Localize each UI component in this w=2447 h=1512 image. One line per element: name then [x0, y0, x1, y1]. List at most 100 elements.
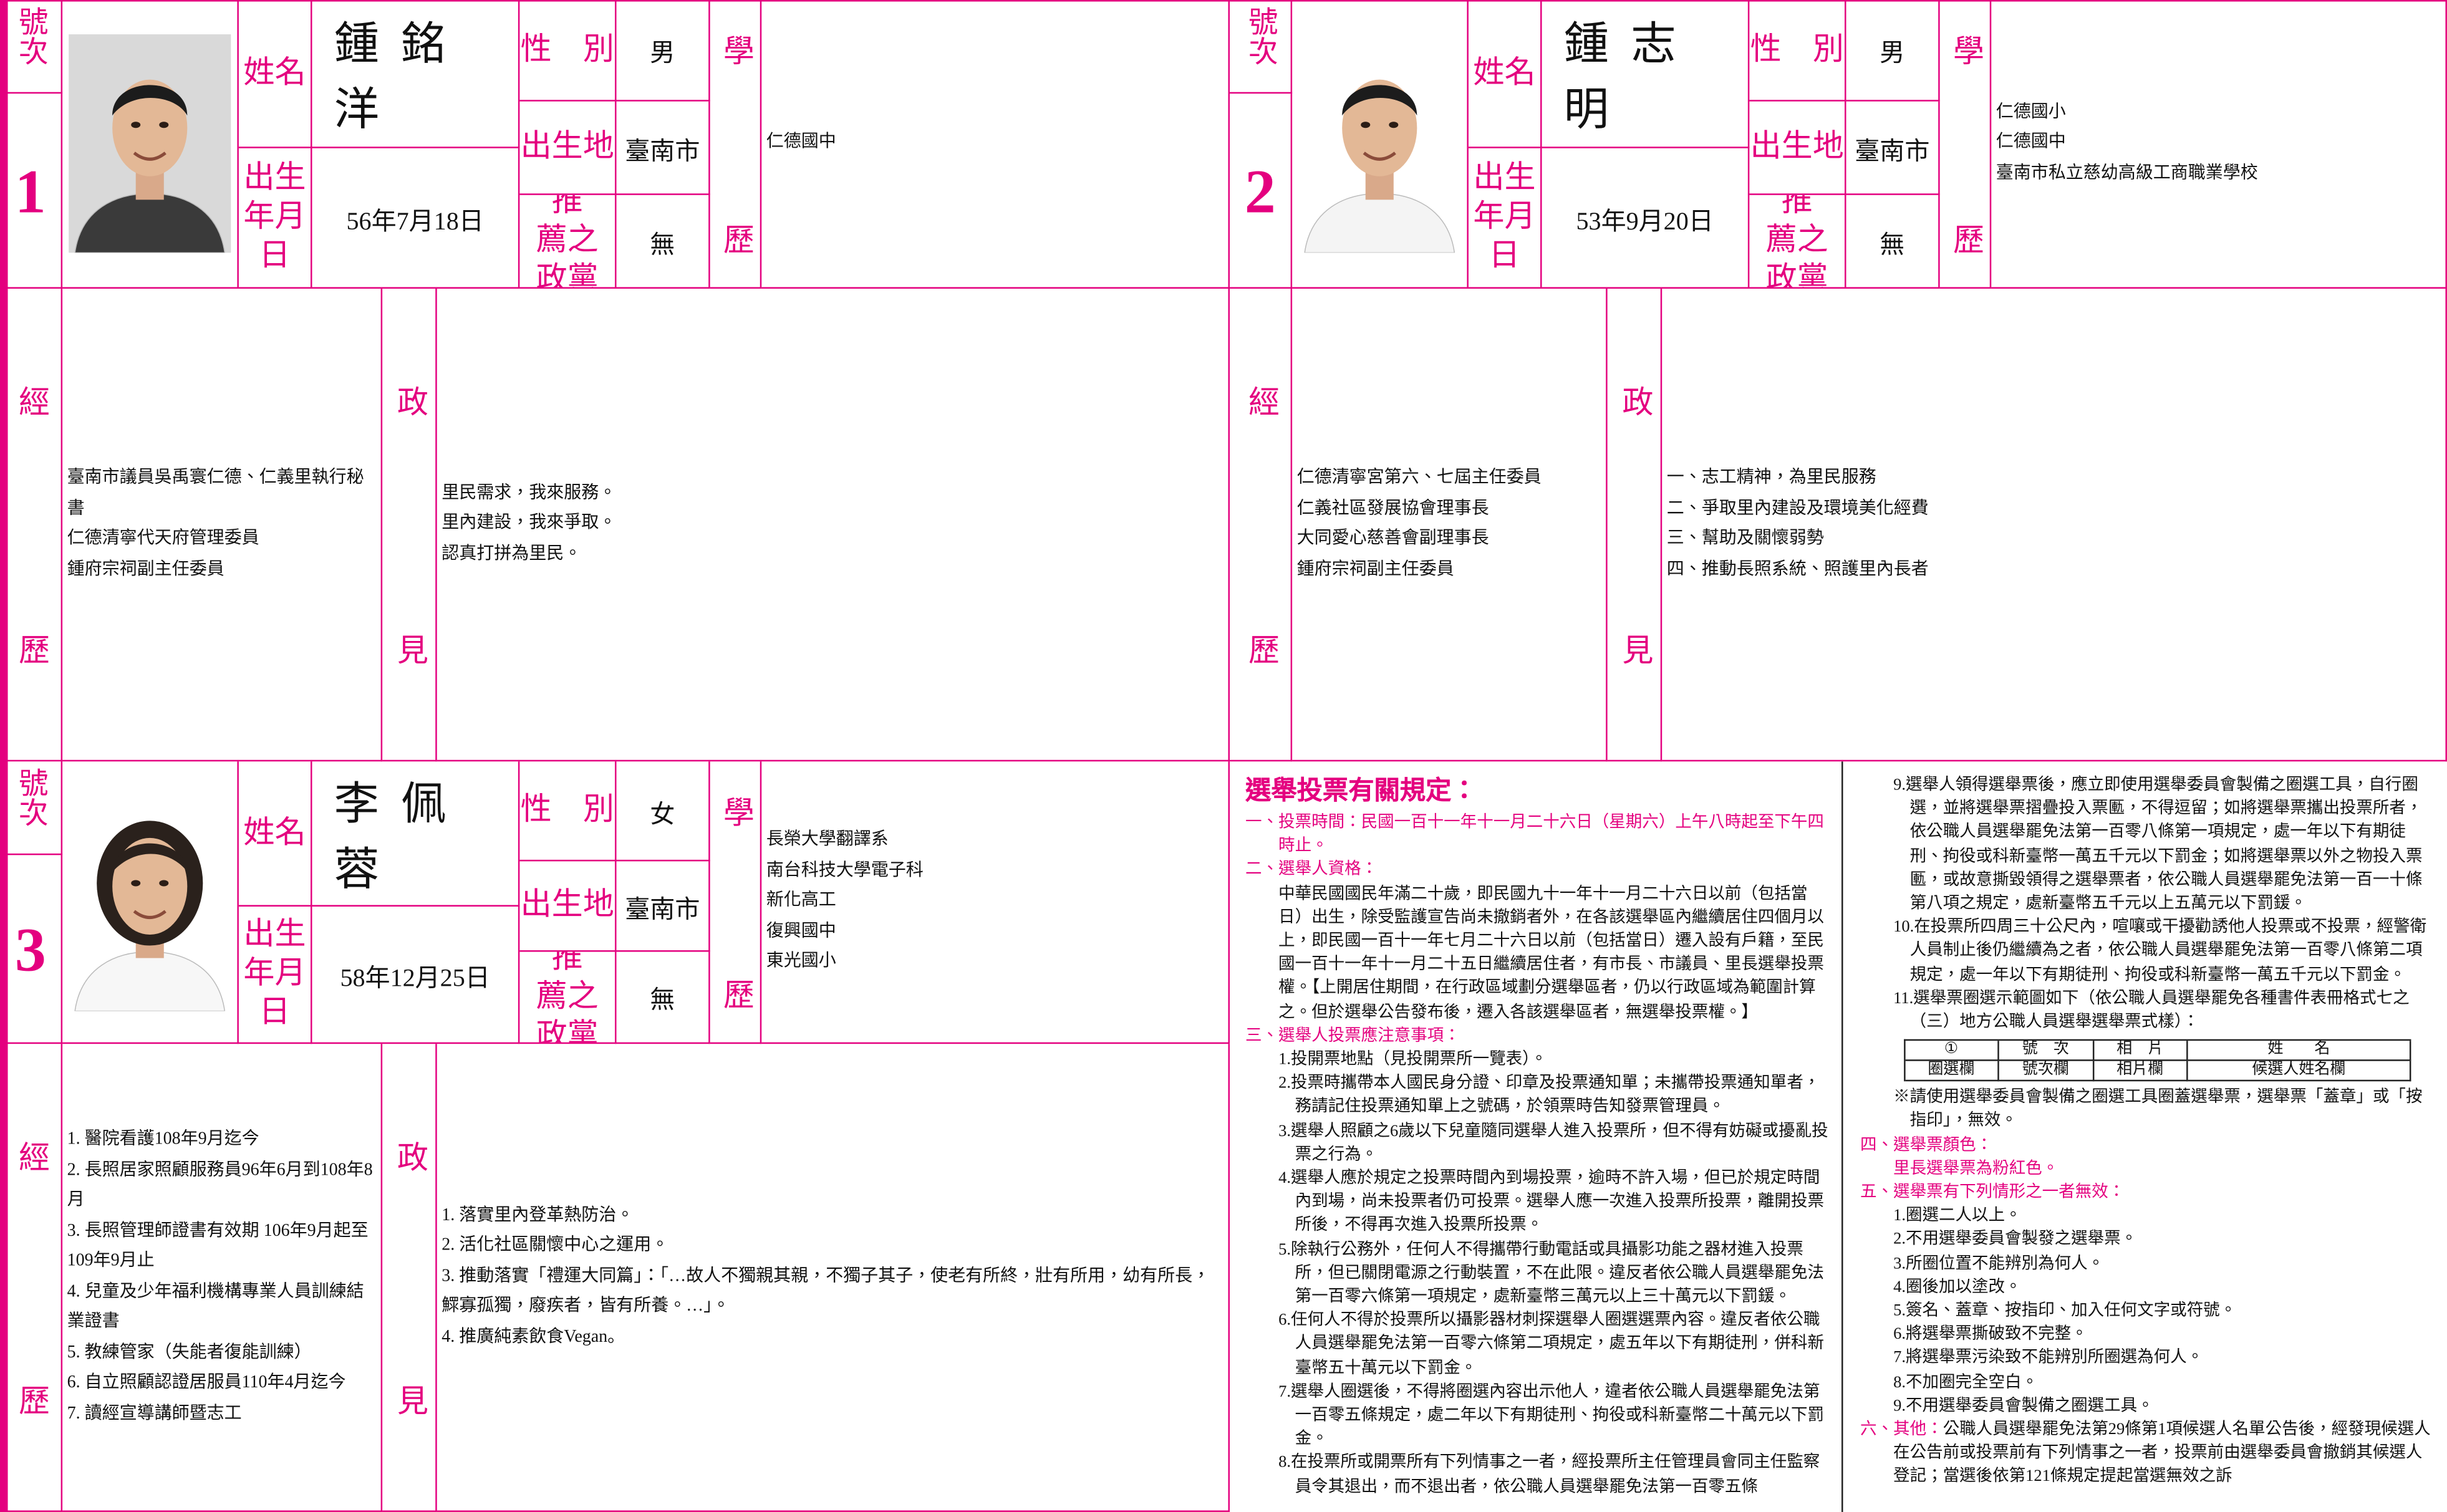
platform-list: 1. 落實里內登革熱防治。 2. 活化社區關懷中心之運用。 3. 推動落實「禮運大同… [442, 1201, 1224, 1353]
education-list: 仁德國小 仁德國中 臺南市私立慈幼高級工商職業學校 [1996, 98, 2258, 189]
section-item: 2.投票時攜帶本人國民身分證、印章及投票通知單；未攜帶投票通知單者，務請記住投票… [1278, 1075, 1820, 1117]
number-label: 號次 [0, 0, 63, 94]
ballot-cell: 圈選欄 [1904, 1061, 1999, 1082]
section-item: 3.選舉人照顧之6歲以下兒童隨同選舉人進入投票所，但不得有妨礙或擾亂投票之行為。 [1278, 1122, 1828, 1164]
number-label-text: 號次 [14, 768, 47, 827]
photo-cell [62, 761, 239, 1044]
section-item: 6.將選舉票撕破致不完整。 [1893, 1326, 2088, 1344]
education-item: 南台科技大學電子科 [766, 860, 924, 880]
section-item: 2.不用選舉委員會製發之選舉票。 [1893, 1231, 2138, 1250]
platform-item: 里內建設，我來爭取。 [442, 513, 617, 532]
birthdate-label: 出生年月日 [238, 148, 312, 289]
experience-list: 1. 醫院看護108年9月迄今 2. 長照居家照顧服務員96年6月到108年8月 3… [67, 1125, 377, 1429]
experience-list: 臺南市議員吳禹寰仁德、仁義里執行秘書 仁德清寧代天府管理委員 鍾府宗祠副主任委員 [67, 463, 377, 585]
gender: 男 [1846, 0, 1940, 102]
experience-list: 仁德清寧宮第六、七屆主任委員 仁義社區發展協會理事長 大同愛心慈善會副理事長 鍾府宗祠… [1297, 463, 1542, 585]
birthdate-label: 出生年月日 [1468, 148, 1542, 289]
experience-cell: 臺南市議員吳禹寰仁德、仁義里執行秘書 仁德清寧代天府管理委員 鍾府宗祠副主任委員 [62, 288, 383, 762]
platform-cell: 1. 落實里內登革熱防治。 2. 活化社區關懷中心之運用。 3. 推動落實「禮運大同… [437, 1044, 1230, 1512]
number-label-text: 號次 [1243, 6, 1277, 66]
number-label-text: 號次 [14, 6, 47, 66]
section-item: 1.投開票地點（見投開票所一覽表）。 [1278, 1051, 1547, 1069]
number-label: 號次 [1230, 0, 1293, 94]
birthplace: 臺南市 [616, 861, 710, 952]
platform-item: 二、爭取里內建設及環境美化經費 [1666, 498, 1929, 518]
education-label: 學歷 [718, 33, 753, 254]
ballot-cell: 姓 名 [2188, 1041, 2411, 1062]
heading-text: 二、選舉人資格： [1245, 862, 1378, 879]
platform-label: 政見 [392, 384, 427, 664]
name-label: 姓名 [1468, 0, 1542, 148]
gender-label: 性 別 [519, 761, 617, 862]
platform-label-cell: 政見 [382, 1044, 437, 1512]
section-item: 8.不加圈完全空白。 [1893, 1374, 2039, 1392]
birthplace-label: 出生地 [519, 861, 617, 952]
birthdate: 53年9月20日 [1542, 148, 1750, 289]
education-item: 仁德國中 [766, 133, 836, 152]
rules-section: 四、選舉票顏色： 里長選舉票為粉紅色。 [1860, 1134, 2438, 1181]
candidate-block: 號次 2 姓名 鍾志明 出生年月日 53年9月20日 性 別男出生地 臺南市推 薦之政黨無學歷… [1230, 0, 2447, 762]
name-label: 姓名 [238, 761, 312, 907]
platform-item: 四、推動長照系統、照護里內長者 [1666, 559, 1929, 579]
education-list: 長榮大學翻譯系 南台科技大學電子科 新化高工 復興國中 東光國小 [766, 826, 924, 978]
section-item: 10.在投票所四周三十公尺內，喧嚷或干擾勸誘他人投票或不投票，經警衛人員制止後仍… [1893, 919, 2427, 985]
birthplace: 臺南市 [616, 101, 710, 195]
birthplace-label: 出生地 [1749, 101, 1846, 195]
section-note: ※請使用選舉委員會製備之圈選工具圈蓋選舉票，選舉票「蓋章」或「按指印」，無效。 [1893, 1089, 2423, 1130]
party-label: 推 薦之政黨 [1749, 195, 1846, 289]
experience-item: 仁德清寧宮第六、七屆主任委員 [1296, 468, 1542, 487]
candidate-name: 鍾銘洋 [312, 0, 520, 148]
section-heading: 五、選舉票有下列情形之一者無效： [1860, 1182, 2438, 1205]
education-item: 東光國小 [766, 952, 836, 971]
column-divider [1841, 761, 1843, 1512]
education-list: 仁德國中 [766, 128, 836, 159]
rules-section: 一、投票時間：民國一百十一年十一月二十六日（星期六）上午八時起至下午四時止。 [1245, 811, 1829, 859]
section-heading: 四、選舉票顏色： [1860, 1134, 2438, 1157]
rules-column: 9.選舉人領得選舉票後，應立即使用選舉委員會製備之圈選工具，自行圈選，並將選舉票… [1860, 774, 2438, 1512]
experience-item: 仁義社區發展協會理事長 [1296, 498, 1489, 518]
gender-label: 性 別 [1749, 0, 1846, 102]
platform-list: 里民需求，我來服務。 里內建設，我來爭取。 認真打拼為里民。 [442, 479, 616, 570]
education-label-cell: 學歷 [1939, 0, 1992, 289]
birthdate: 56年7月18日 [312, 148, 520, 289]
section-text: 公職人員選舉罷免法第29條第1項候選人名單公告後，經發現候選人在公告前或投票前有… [1893, 1422, 2431, 1486]
candidate-block: 號次 3 姓名 李佩蓉 出生年月日 58年12月25日 性 別女出生地 臺南市推 薦之政黨無學… [0, 761, 1230, 1512]
party: 無 [616, 951, 710, 1044]
party: 無 [616, 195, 710, 289]
experience-label-cell: 經歷 [0, 288, 63, 762]
platform-list: 一、志工精神，為里民服務 二、爭取里內建設及環境美化經費 三、幫助及關懷弱勢 四、推動… [1667, 463, 1929, 585]
name-label: 姓名 [238, 0, 312, 148]
section-item: 7.選舉人圈選後，不得將圈選內容出示他人，違者依公職人員選舉罷免法第一百零五條規… [1278, 1384, 1824, 1449]
section-item: 11.選舉票圈選示範圖如下（依公職人員選舉罷免各種書件表冊格式七之（三）地方公職… [1893, 990, 2410, 1032]
number-label: 號次 [0, 761, 63, 855]
platform-item: 4. 推廣純素飲食Vegan。 [442, 1327, 625, 1347]
section-heading: 三、選舉人投票應注意事項： [1245, 1025, 1829, 1049]
experience-item: 7. 讀經宣導講師暨志工 [67, 1404, 242, 1423]
education-label: 學歷 [718, 795, 753, 1009]
education-item: 臺南市私立慈幼高級工商職業學校 [1996, 163, 2258, 183]
platform-cell: 里民需求，我來服務。 里內建設，我來爭取。 認真打拼為里民。 [437, 288, 1230, 762]
birthplace: 臺南市 [1846, 101, 1940, 195]
candidate-photo [69, 34, 231, 253]
experience-item: 鍾府宗祠副主任委員 [1296, 559, 1454, 579]
heading-text: 五、選舉票有下列情形之一者無效： [1860, 1184, 2125, 1202]
platform-item: 三、幫助及關懷弱勢 [1666, 529, 1824, 548]
rules-column: 選舉投票有關規定： 一、投票時間：民國一百十一年十一月二十六日（星期六）上午八時起… [1245, 774, 1829, 1512]
ballot-cell: ① [1904, 1041, 1999, 1062]
experience-label-cell: 經歷 [0, 1044, 63, 1512]
candidate-block: 號次 1 姓名 鍾銘洋 出生年月日 56年7月18日 性 別男出生地 臺南市推 薦之政黨無學歷… [0, 0, 1230, 762]
ballot-cell: 號次欄 [1999, 1061, 2094, 1082]
left-edge [0, 0, 8, 1512]
rules-section: 二、選舉人資格： 中華民國國民年滿二十歲，即民國九十一年十一月二十六日以前（包括當… [1245, 859, 1829, 1024]
ballot-cell: 相片欄 [2093, 1061, 2188, 1082]
candidate-number: 2 [1230, 94, 1293, 289]
rules-section: 五、選舉票有下列情形之一者無效： 1.圈選二人以上。 2.不用選舉委員會製發之選舉票… [1860, 1182, 2438, 1418]
experience-label: 經歷 [1243, 384, 1278, 664]
top-edge [0, 0, 2447, 2]
section-item: 4.選舉人應於規定之投票時間內到場投票，逾時不許入場，但已於規定時間內到場，尚未… [1278, 1170, 1824, 1235]
section-item: 1.圈選二人以上。 [1893, 1208, 2022, 1226]
party: 無 [1846, 195, 1940, 289]
experience-cell: 1. 醫院看護108年9月迄今 2. 長照居家照顧服務員96年6月到108年8月 3… [62, 1044, 383, 1512]
